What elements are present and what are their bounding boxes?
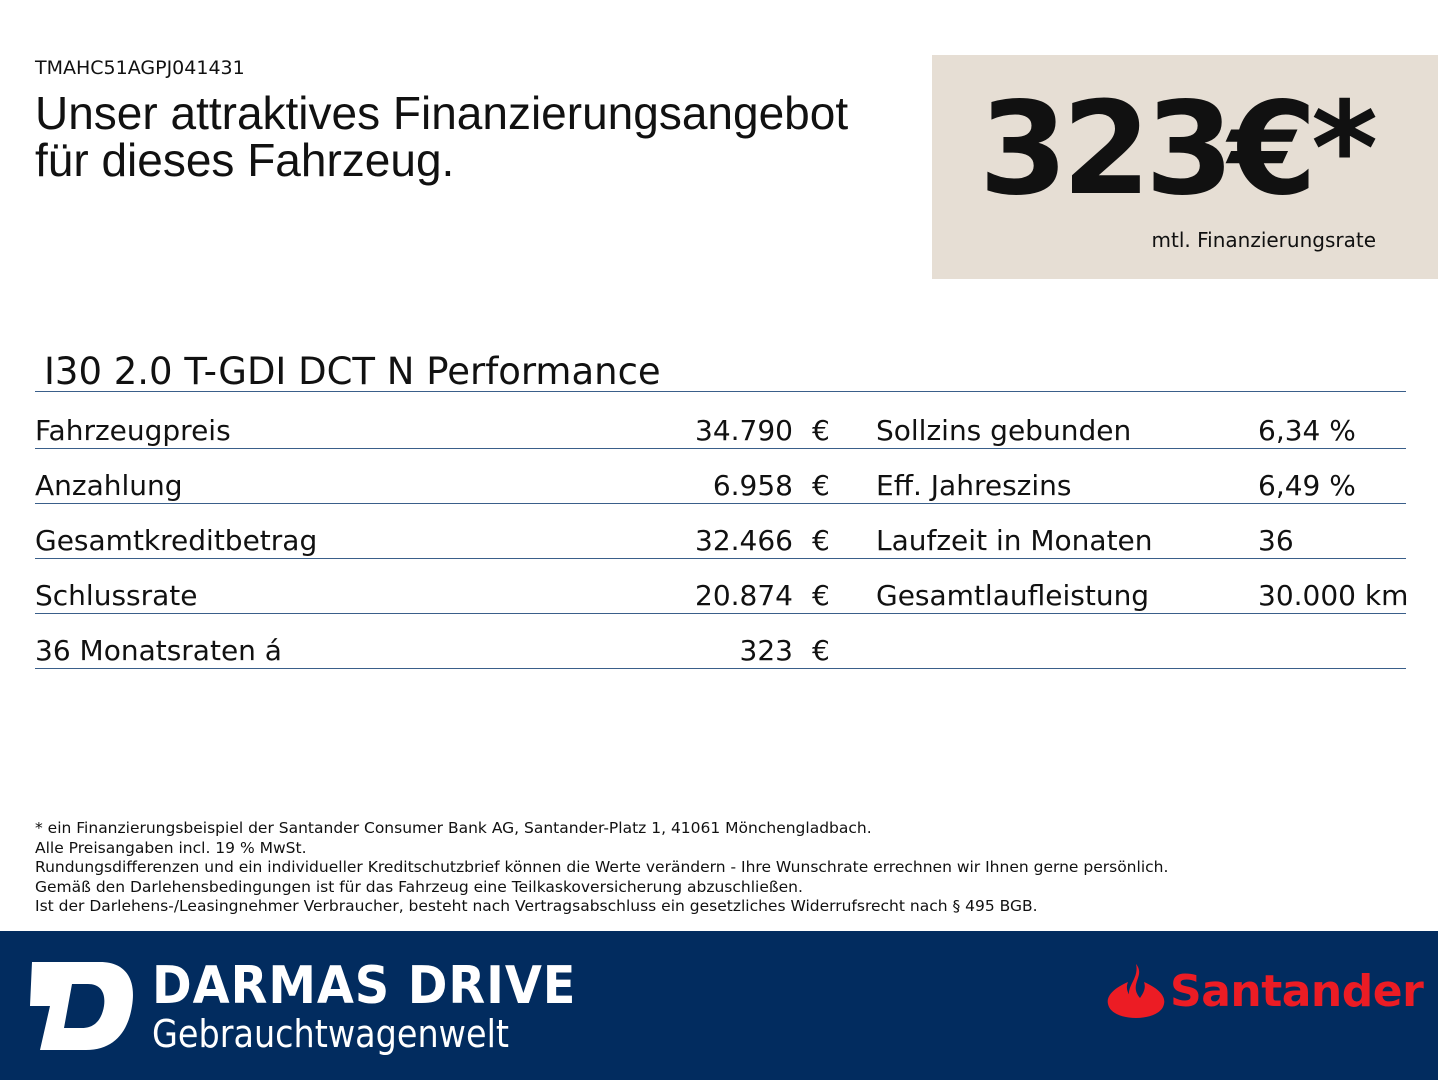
footnote: Gemäß den Darlehensbedingungen ist für d… (35, 877, 803, 896)
row-value: 20.874 (695, 579, 793, 612)
price-box: 323€* mtl. Finanzierungsrate (932, 55, 1438, 279)
page-title: Unser attraktives Finanzierungsangebot f… (35, 90, 915, 184)
row-right-label: Eff. Jahreszins (876, 469, 1072, 502)
row-unit: € (812, 469, 830, 502)
row-value: 32.466 (695, 524, 793, 557)
row-value: 323 (739, 634, 793, 667)
row-right-value: 6,49 % (1258, 469, 1356, 502)
row-right-label: Laufzeit in Monaten (876, 524, 1153, 557)
footnote: * ein Finanzierungsbeispiel der Santande… (35, 819, 872, 837)
row-right-value: 36 (1258, 524, 1294, 557)
brand-name: DARMAS DRIVE (152, 956, 577, 1016)
model-name: I30 2.0 T-GDI DCT N Performance (44, 350, 661, 393)
table-row: Fahrzeugpreis 34.790 € Sollzins gebunden 6,3… (35, 393, 1406, 449)
row-unit: € (812, 524, 830, 557)
santander-flame-icon (1107, 964, 1165, 1018)
row-right-label: Gesamtlaufleistung (876, 579, 1150, 612)
row-right-label: Sollzins gebunden (876, 414, 1132, 447)
darmas-logo-icon (30, 962, 133, 1050)
price-label: mtl. Finanzierungsrate (1151, 228, 1376, 252)
title-line-2: für dieses Fahrzeug. (35, 134, 455, 186)
table-row: Schlussrate 20.874 € Gesamtlaufleistung 30.0… (35, 558, 1409, 614)
footer-bar (0, 931, 1438, 1080)
table-row: 36 Monatsraten á 323 € (35, 613, 1406, 669)
divider (35, 391, 1406, 392)
row-label: Schlussrate (35, 579, 198, 612)
table-row: Anzahlung 6.958 € Eff. Jahreszins 6,49 % (35, 448, 1406, 504)
footnotes: * ein Finanzierungsbeispiel der Santande… (35, 819, 1168, 917)
table-row: Gesamtkreditbetrag 32.466 € Laufzeit in Mon… (35, 503, 1406, 559)
row-value: 6.958 (712, 469, 793, 502)
title-line-1: Unser attraktives Finanzierungsangebot (35, 87, 849, 139)
row-label: Fahrzeugpreis (35, 414, 231, 447)
footnote: Alle Preisangaben incl. 19 % MwSt. (35, 838, 307, 857)
vin: TMAHC51AGPJ041431 (35, 57, 245, 79)
footnote: Ist der Darlehens-/Leasingnehmer Verbrau… (35, 897, 1038, 915)
row-unit: € (812, 579, 830, 612)
row-label: Gesamtkreditbetrag (35, 524, 318, 557)
monthly-price: 323€* (978, 75, 1378, 224)
row-label: Anzahlung (35, 469, 183, 502)
row-unit: € (812, 414, 830, 447)
row-value: 34.790 (695, 414, 793, 447)
footnote: Rundungsdifferenzen und ein individuelle… (35, 858, 1169, 876)
row-unit: € (812, 634, 830, 667)
brand-subtitle: Gebrauchtwagenwelt (152, 1012, 510, 1056)
row-right-value: 30.000 km (1258, 579, 1409, 612)
row-label: 36 Monatsraten á (35, 634, 282, 667)
row-right-value: 6,34 % (1258, 414, 1356, 447)
santander-logo: Santander (1170, 966, 1424, 1017)
